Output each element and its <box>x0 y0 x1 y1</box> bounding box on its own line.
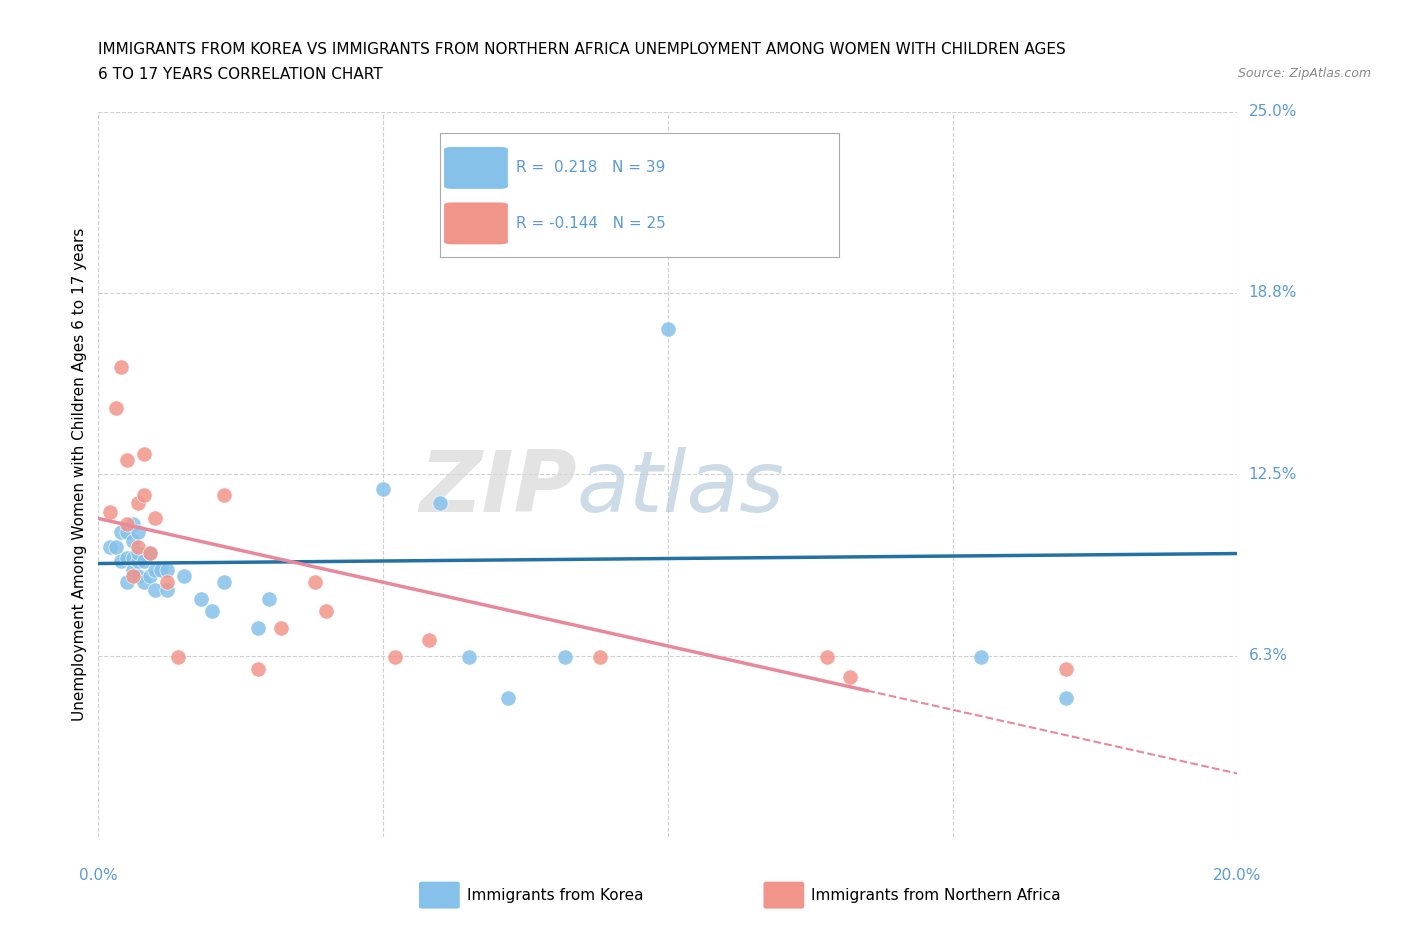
Text: 6.3%: 6.3% <box>1249 648 1288 663</box>
Point <box>132 574 155 589</box>
Point <box>815 650 838 665</box>
Text: Immigrants from Northern Africa: Immigrants from Northern Africa <box>811 887 1062 903</box>
Point <box>121 568 143 583</box>
Point <box>121 563 143 578</box>
Point <box>115 574 138 589</box>
Point <box>554 650 576 665</box>
Point <box>104 400 127 415</box>
Point <box>167 650 190 665</box>
Point <box>212 574 235 589</box>
Point <box>212 487 235 502</box>
Point <box>115 525 138 539</box>
Point <box>98 505 121 520</box>
Point <box>246 661 269 676</box>
Text: ZIP: ZIP <box>419 447 576 530</box>
Point <box>429 496 451 511</box>
Point <box>132 554 155 569</box>
Point <box>138 545 160 560</box>
Point <box>384 650 406 665</box>
Point <box>104 539 127 554</box>
Text: atlas: atlas <box>576 447 785 530</box>
Point <box>498 690 520 705</box>
Point <box>115 452 138 467</box>
Point <box>145 583 167 598</box>
Point <box>110 360 132 375</box>
Point <box>270 620 292 635</box>
Point <box>127 554 149 569</box>
Text: IMMIGRANTS FROM KOREA VS IMMIGRANTS FROM NORTHERN AFRICA UNEMPLOYMENT AMONG WOME: IMMIGRANTS FROM KOREA VS IMMIGRANTS FROM… <box>98 42 1066 57</box>
Point <box>110 525 132 539</box>
Y-axis label: Unemployment Among Women with Children Ages 6 to 17 years: Unemployment Among Women with Children A… <box>72 228 87 721</box>
Point <box>121 534 143 549</box>
Point <box>259 591 281 606</box>
Text: 12.5%: 12.5% <box>1249 467 1296 482</box>
Text: 6 TO 17 YEARS CORRELATION CHART: 6 TO 17 YEARS CORRELATION CHART <box>98 67 382 82</box>
Point <box>132 446 155 461</box>
Point <box>373 482 395 497</box>
Point <box>138 545 160 560</box>
Point <box>190 591 212 606</box>
Point <box>970 650 993 665</box>
Point <box>150 563 173 578</box>
Text: Source: ZipAtlas.com: Source: ZipAtlas.com <box>1237 67 1371 80</box>
Point <box>1056 661 1078 676</box>
Point <box>418 632 440 647</box>
Point <box>714 192 737 206</box>
Point <box>121 551 143 565</box>
Point <box>127 496 149 511</box>
Point <box>127 539 149 554</box>
Point <box>315 604 337 618</box>
Point <box>110 554 132 569</box>
Point <box>145 511 167 525</box>
Point <box>145 563 167 578</box>
Point <box>304 574 326 589</box>
Text: Immigrants from Korea: Immigrants from Korea <box>467 887 644 903</box>
Point <box>138 568 160 583</box>
Text: 20.0%: 20.0% <box>1213 868 1261 883</box>
Point <box>127 525 149 539</box>
Point <box>156 574 179 589</box>
Point <box>121 516 143 531</box>
Point <box>132 487 155 502</box>
Point <box>127 568 149 583</box>
Point <box>201 604 224 618</box>
Point <box>156 583 179 598</box>
Text: 0.0%: 0.0% <box>79 868 118 883</box>
Text: 18.8%: 18.8% <box>1249 286 1296 300</box>
Point <box>588 650 610 665</box>
Point <box>98 539 121 554</box>
Point <box>839 670 862 684</box>
Point <box>156 563 179 578</box>
Point <box>1056 690 1078 705</box>
Point <box>115 551 138 565</box>
Point <box>173 568 195 583</box>
Point <box>457 650 479 665</box>
Text: 25.0%: 25.0% <box>1249 104 1296 119</box>
Point <box>657 322 679 337</box>
Point <box>127 545 149 560</box>
Point <box>246 620 269 635</box>
Point <box>115 516 138 531</box>
